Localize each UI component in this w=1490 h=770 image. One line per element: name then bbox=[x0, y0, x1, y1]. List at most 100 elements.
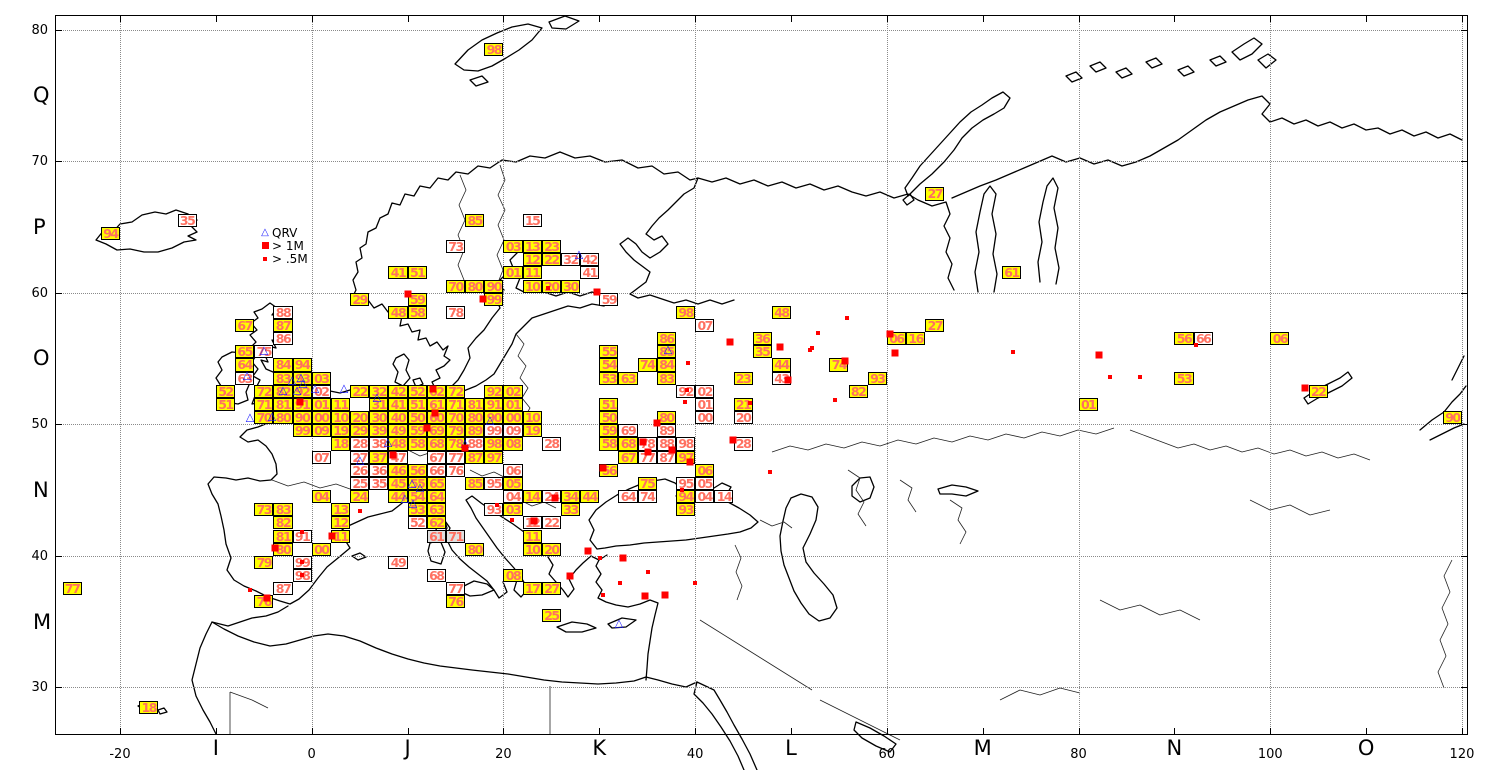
activity-dot-small bbox=[598, 556, 602, 560]
grid-square-MP27: 27 bbox=[925, 187, 945, 201]
x-axis-tick bbox=[119, 728, 121, 735]
x-axis-tick bbox=[311, 728, 313, 735]
grid-square-KO98: 98 bbox=[676, 305, 696, 319]
y-axis-tick bbox=[1461, 424, 1468, 426]
activity-dot-small bbox=[816, 331, 820, 335]
grid-square-KP13: 13 bbox=[522, 240, 542, 254]
grid-square-JN54: 54 bbox=[407, 490, 427, 504]
activity-dot-large bbox=[479, 295, 487, 303]
grid-square-LN28: 28 bbox=[733, 437, 753, 451]
qrv-triangle-marker: △ bbox=[415, 480, 425, 494]
x-axis-tick bbox=[1270, 728, 1272, 735]
x-axis-tick-label: 60 bbox=[878, 747, 896, 762]
grid-square-KP11: 11 bbox=[522, 266, 542, 280]
qrv-triangle-marker: △ bbox=[400, 491, 410, 505]
y-axis-tick-label: 60 bbox=[31, 285, 48, 301]
grid-square-JO50: 50 bbox=[407, 411, 427, 425]
grid-square-KO00: 00 bbox=[503, 411, 523, 425]
grid-square-MO27: 27 bbox=[925, 319, 945, 333]
x-axis-tick bbox=[982, 728, 984, 735]
grid-square-JN24: 24 bbox=[350, 490, 370, 504]
grid-square-HM77: 77 bbox=[62, 582, 82, 596]
qrv-triangle-marker: △ bbox=[485, 413, 495, 427]
grid-square-LO35: 35 bbox=[752, 345, 772, 359]
grid-square-JN38: 38 bbox=[369, 437, 389, 451]
grid-square-JO20: 20 bbox=[350, 411, 370, 425]
grid-square-JN67: 67 bbox=[426, 450, 446, 464]
x-axis-tick bbox=[215, 15, 217, 22]
x-axis-tick-label: 20 bbox=[495, 747, 512, 762]
y-axis-tick bbox=[1461, 29, 1468, 31]
x-axis-tick-label: 40 bbox=[686, 747, 704, 762]
qrv-triangle-marker: △ bbox=[278, 383, 288, 397]
grid-square-JN95: 95 bbox=[484, 476, 504, 491]
activity-dot-large bbox=[404, 290, 412, 298]
grid-square-JN65: 65 bbox=[426, 476, 446, 491]
grid-square-HP94: 94 bbox=[100, 226, 120, 241]
grid-square-KN05: 05 bbox=[503, 476, 523, 491]
grid-square-LO02: 02 bbox=[695, 384, 715, 398]
grid-square-KP32: 32 bbox=[560, 253, 581, 267]
grid-square-JO02: 02 bbox=[311, 384, 331, 398]
graticule-meridian bbox=[1078, 15, 1080, 735]
grid-square-IN73: 73 bbox=[254, 503, 274, 517]
activity-dot-large bbox=[841, 357, 849, 365]
grid-square-KN09: 09 bbox=[503, 424, 523, 438]
activity-dot-small bbox=[680, 488, 684, 492]
x-axis-tick bbox=[790, 15, 792, 22]
y-axis-tick bbox=[55, 29, 62, 31]
grid-square-JM77: 77 bbox=[445, 582, 466, 596]
x-axis-tick bbox=[407, 15, 409, 22]
grid-square-KN11: 11 bbox=[522, 529, 542, 543]
grid-square-KP41: 41 bbox=[580, 266, 600, 280]
grid-square-JN49: 49 bbox=[388, 424, 408, 438]
graticule-parallel bbox=[55, 424, 1468, 426]
x-axis-tick-label: 0 bbox=[307, 747, 316, 762]
grid-square-JN99: 99 bbox=[484, 424, 504, 438]
grid-square-JO58: 58 bbox=[407, 305, 427, 319]
activity-dot-large bbox=[641, 592, 649, 600]
grid-square-KN28: 28 bbox=[541, 437, 561, 451]
x-axis-tick bbox=[982, 15, 984, 22]
grid-square-KN94: 94 bbox=[676, 490, 696, 504]
grid-square-JN85: 85 bbox=[465, 476, 485, 491]
activity-dot-small bbox=[1011, 350, 1015, 354]
activity-dot-small bbox=[686, 361, 690, 365]
grid-square-JN78: 78 bbox=[445, 437, 466, 451]
grid-square-JO31: 31 bbox=[369, 397, 389, 412]
qrv-triangle-marker: △ bbox=[298, 376, 308, 390]
grid-square-JM68: 68 bbox=[426, 569, 446, 583]
grid-square-JM76: 76 bbox=[445, 595, 466, 609]
x-axis-tick-label: 80 bbox=[1070, 747, 1087, 762]
grid-square-JN11: 11 bbox=[330, 529, 351, 543]
qrv-triangle-marker: △ bbox=[383, 435, 393, 449]
x-axis-tick bbox=[215, 728, 217, 735]
grid-square-JN37: 37 bbox=[369, 450, 389, 464]
grid-square-KM17: 17 bbox=[522, 582, 542, 596]
y-axis-field-letter: O bbox=[33, 346, 50, 371]
grid-square-KP12: 12 bbox=[522, 253, 542, 267]
grid-square-IO72: 72 bbox=[254, 384, 274, 398]
activity-dot-small bbox=[300, 573, 304, 577]
grid-square-IN81: 81 bbox=[273, 529, 293, 543]
grid-square-JN68: 68 bbox=[426, 437, 446, 451]
grid-square-KM25: 25 bbox=[541, 608, 561, 622]
activity-dot-large bbox=[263, 594, 271, 602]
grid-square-JO03: 03 bbox=[311, 371, 331, 385]
grid-square-JN97: 97 bbox=[484, 450, 504, 464]
activity-dot-small bbox=[693, 581, 697, 585]
grid-square-KO53: 53 bbox=[599, 371, 619, 385]
grid-square-JN77: 77 bbox=[445, 450, 466, 464]
grid-square-JO80: 80 bbox=[465, 411, 485, 425]
activity-dot-large bbox=[566, 572, 574, 580]
grid-square-KN08: 08 bbox=[503, 437, 523, 451]
grid-square-KM08: 08 bbox=[503, 569, 523, 583]
grid-square-IO52: 52 bbox=[215, 384, 235, 398]
grid-square-KO85: 85 bbox=[656, 345, 676, 359]
qrv-triangle-marker: △ bbox=[310, 381, 320, 395]
activity-dot-small bbox=[618, 581, 622, 585]
graticule-meridian bbox=[886, 15, 888, 735]
x-axis-tick bbox=[1078, 15, 1080, 22]
grid-square-JO90: 90 bbox=[484, 411, 504, 425]
grid-square-KN22: 22 bbox=[541, 516, 561, 530]
